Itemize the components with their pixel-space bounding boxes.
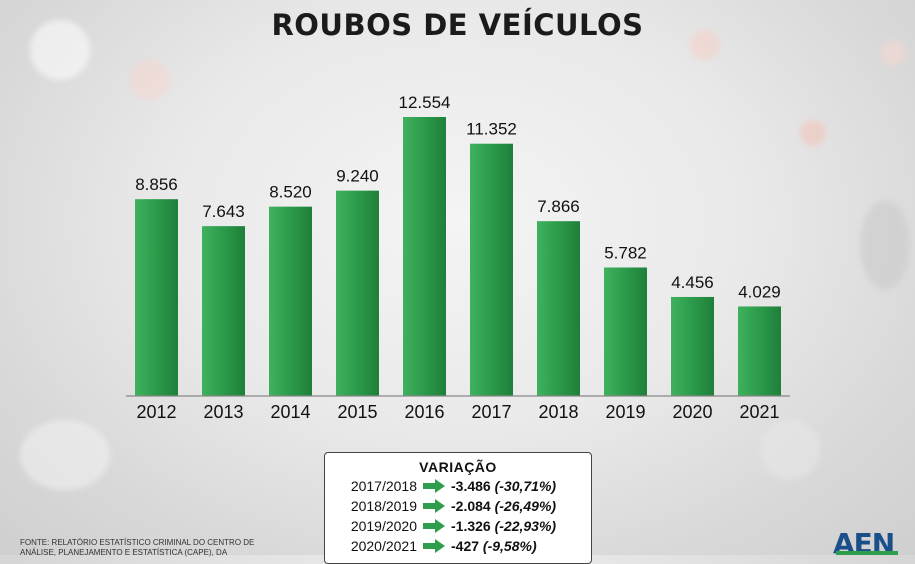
value-label-2021: 4.029 bbox=[738, 282, 781, 301]
x-tick-2019: 2019 bbox=[605, 402, 645, 422]
bar-2013 bbox=[202, 226, 245, 396]
variation-value: -1.326 (-22,93%) bbox=[451, 517, 557, 534]
background-light bbox=[860, 200, 910, 290]
bar-2012 bbox=[135, 199, 178, 396]
x-tick-2021: 2021 bbox=[739, 402, 779, 422]
arrow-right-icon bbox=[417, 478, 451, 493]
chart-title: ROUBOS DE VEÍCULOS bbox=[271, 8, 644, 42]
value-label-2016: 12.554 bbox=[399, 93, 451, 112]
variation-percent: (-30,71%) bbox=[494, 477, 557, 494]
background-light bbox=[800, 120, 826, 146]
bar-2018 bbox=[537, 221, 580, 396]
variation-list: 2017/2018 -3.486 (-30,71%) 2018/2019 -2.084… bbox=[325, 476, 591, 555]
background-light bbox=[690, 30, 720, 60]
background-light bbox=[30, 20, 90, 80]
bar-chart: 8.856 2012 7.643 2013 8.520 2014 9.240 2015 12.5… bbox=[126, 93, 790, 422]
x-tick-2018: 2018 bbox=[538, 402, 578, 422]
bar-2015 bbox=[336, 190, 379, 396]
value-label-2013: 7.643 bbox=[202, 202, 245, 221]
bar-2016 bbox=[403, 117, 446, 396]
background-light bbox=[130, 60, 170, 100]
arrow-right-icon bbox=[417, 498, 451, 513]
variation-row: 2020/2021 -427 (-9,58%) bbox=[325, 536, 591, 555]
background-light bbox=[880, 40, 906, 66]
x-tick-2014: 2014 bbox=[270, 402, 310, 422]
background-light bbox=[760, 420, 820, 480]
variation-percent: (-22,93%) bbox=[494, 517, 557, 534]
variation-percent: (-26,49%) bbox=[494, 497, 557, 514]
bar-2017 bbox=[470, 143, 513, 396]
variation-period: 2019/2020 bbox=[350, 517, 417, 534]
value-label-2018: 7.866 bbox=[537, 197, 580, 216]
variation-period: 2017/2018 bbox=[350, 477, 417, 494]
arrow-right-icon bbox=[417, 538, 451, 553]
bar-2019 bbox=[604, 267, 647, 396]
variation-row: 2017/2018 -3.486 (-30,71%) bbox=[325, 476, 591, 495]
variation-row: 2019/2020 -1.326 (-22,93%) bbox=[325, 516, 591, 535]
variation-value: -2.084 (-26,49%) bbox=[451, 497, 557, 514]
x-tick-2013: 2013 bbox=[203, 402, 243, 422]
variation-period: 2018/2019 bbox=[350, 497, 417, 514]
background-light bbox=[20, 420, 110, 490]
variation-row: 2018/2019 -2.084 (-26,49%) bbox=[325, 496, 591, 515]
value-label-2014: 8.520 bbox=[269, 183, 312, 202]
x-tick-2020: 2020 bbox=[672, 402, 712, 422]
value-label-2020: 4.456 bbox=[671, 273, 714, 292]
bar-2014 bbox=[269, 206, 312, 396]
bar-2020 bbox=[671, 296, 714, 396]
variation-period: 2020/2021 bbox=[350, 537, 417, 554]
value-label-2019: 5.782 bbox=[604, 244, 647, 263]
arrow-right-icon bbox=[417, 518, 451, 533]
x-tick-2012: 2012 bbox=[136, 402, 176, 422]
x-tick-2016: 2016 bbox=[404, 402, 444, 422]
source-note: FONTE: RELATÓRIO ESTATÍSTICO CRIMINAL DO… bbox=[20, 538, 255, 557]
variation-value: -427 (-9,58%) bbox=[451, 537, 537, 554]
x-tick-2015: 2015 bbox=[337, 402, 377, 422]
variation-value: -3.486 (-30,71%) bbox=[451, 477, 557, 494]
bar-2021 bbox=[738, 306, 781, 396]
value-label-2012: 8.856 bbox=[135, 175, 178, 194]
variation-title: VARIAÇÃO bbox=[419, 459, 497, 475]
variation-percent: (-9,58%) bbox=[482, 537, 537, 554]
x-tick-2017: 2017 bbox=[471, 402, 511, 422]
logo-underline bbox=[836, 551, 898, 555]
variation-box: VARIAÇÃO 2017/2018 -3.486 (-30,71%) 2018/2… bbox=[324, 452, 592, 564]
aen-logo: AEN bbox=[833, 527, 895, 560]
value-label-2017: 11.352 bbox=[466, 120, 517, 139]
value-label-2015: 9.240 bbox=[336, 167, 379, 186]
